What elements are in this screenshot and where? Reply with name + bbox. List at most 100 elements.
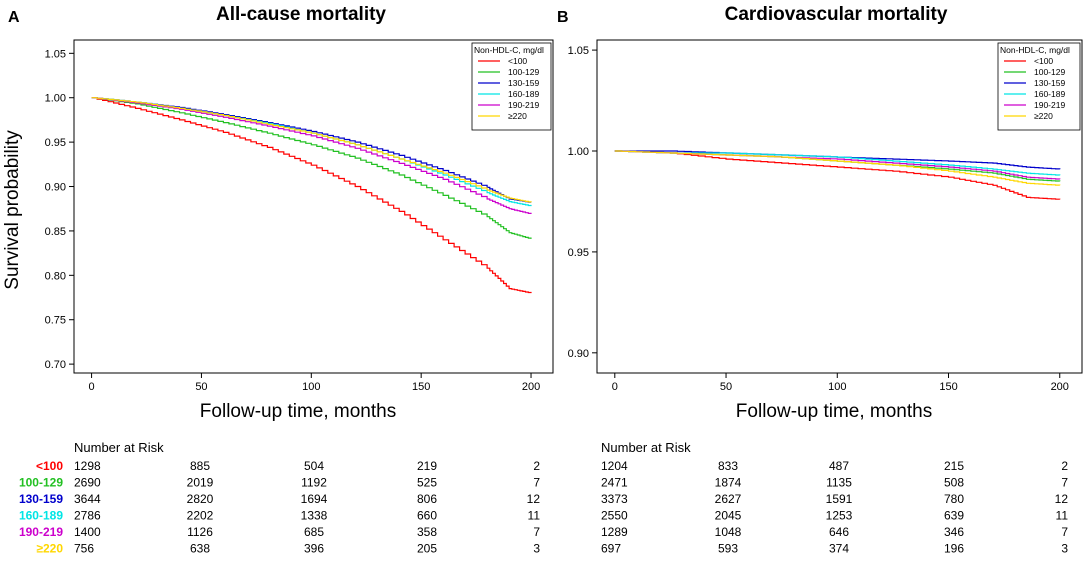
panel-a-x-axis-label: Follow-up time, months: [200, 401, 396, 422]
risk-cell: 833: [718, 459, 738, 473]
risk-cell: 504: [304, 459, 324, 473]
panel-a-x-tick-label: 50: [195, 381, 207, 393]
risk-table-b: Number at Risk 1204 833 487 215 2 2471 1874 113…: [601, 440, 1068, 556]
risk-cell: 1400: [74, 525, 101, 539]
risk-cell: 1204: [601, 459, 628, 473]
panel-a-legend-label: 100-129: [508, 67, 539, 77]
risk-cell: 358: [417, 525, 437, 539]
risk-group-label: 100-129: [19, 476, 63, 490]
panel-a-axes: 0 50 100 150 200 0.70 0.75 0.80 0.85 0.90 0.95 1.00…: [45, 48, 541, 393]
panel-b-x-tick-label: 0: [612, 381, 618, 393]
panel-b: B Cardiovascular mortality Follow-up tim…: [557, 4, 1083, 422]
panel-a-legend-label: 160-189: [508, 89, 539, 99]
risk-cell: 2820: [187, 492, 214, 506]
risk-cell: 2627: [715, 492, 742, 506]
risk-cell: 2690: [74, 476, 101, 490]
risk-cell: 660: [417, 509, 437, 523]
risk-cell: 525: [417, 476, 437, 490]
risk-cell: 196: [944, 542, 964, 556]
risk-cell: 11: [528, 509, 541, 523]
panel-a-y-tick-label: 0.85: [45, 226, 66, 238]
panel-a-letter: A: [8, 9, 20, 26]
risk-cell: 1338: [301, 509, 328, 523]
panel-a-x-tick-label: 200: [522, 381, 540, 393]
risk-cell: 508: [944, 476, 964, 490]
risk-cell: 2786: [74, 509, 101, 523]
risk-cell: 756: [74, 542, 94, 556]
risk-cell: 12: [1055, 492, 1069, 506]
panel-b-x-axis-label: Follow-up time, months: [736, 401, 932, 422]
risk-cell: 646: [829, 525, 849, 539]
risk-cell: 2045: [715, 509, 742, 523]
risk-cell: 346: [944, 525, 964, 539]
panel-b-x-tick-label: 50: [720, 381, 732, 393]
panel-b-y-tick-label: 0.90: [568, 348, 589, 360]
risk-cell: 1289: [601, 525, 628, 539]
panel-a-legend-label: <100: [508, 56, 527, 66]
panel-b-plot-frame: [596, 39, 1083, 374]
risk-cell: 7: [533, 525, 540, 539]
risk-cell: 639: [944, 509, 964, 523]
panel-a-series-line-1: [91, 97, 532, 294]
risk-group-label: ≥220: [36, 542, 63, 556]
risk-cell: 487: [829, 459, 849, 473]
risk-cell: 215: [944, 459, 964, 473]
panel-b-legend-label: 130-159: [1034, 78, 1065, 88]
panel-b-letter: B: [557, 9, 569, 26]
risk-group-label: <100: [36, 459, 63, 473]
panel-b-legend-label: ≥220: [1034, 111, 1053, 121]
panel-b-y-tick-label: 1.00: [568, 146, 589, 158]
risk-cell: 2: [1061, 459, 1068, 473]
panel-a-y-tick-label: 0.75: [45, 315, 66, 327]
panel-b-y-tick-label: 0.95: [568, 247, 589, 259]
panel-a-y-axis-label: Survival probability: [2, 130, 23, 290]
risk-cell: 374: [829, 542, 849, 556]
panel-a-legend-label: 130-159: [508, 78, 539, 88]
risk-cell: 1591: [826, 492, 853, 506]
panel-b-legend-title: Non-HDL-C, mg/dl: [1000, 45, 1070, 55]
panel-a-series-line-6: [91, 97, 532, 203]
risk-cell: 638: [190, 542, 210, 556]
panel-a-plot-frame: [73, 39, 554, 374]
panel-a-title: All-cause mortality: [216, 4, 386, 25]
panel-b-legend-label: <100: [1034, 56, 1053, 66]
risk-cell: 1874: [715, 476, 742, 490]
panel-a-legend-label: 190-219: [508, 100, 539, 110]
panel-a-y-tick-label: 0.80: [45, 270, 66, 282]
risk-cell: 3373: [601, 492, 628, 506]
risk-group-label: 130-159: [19, 492, 63, 506]
panel-a-legend: Non-HDL-C, mg/dl <100100-129130-159160-1…: [471, 42, 552, 131]
panel-a-y-tick-label: 0.95: [45, 137, 66, 149]
risk-cell: 2019: [187, 476, 214, 490]
panel-b-y-tick-label: 1.05: [568, 45, 589, 57]
risk-cell: 2471: [601, 476, 628, 490]
risk-cell: 219: [417, 459, 437, 473]
risk-cell: 2550: [601, 509, 628, 523]
panel-a-series-line-2: [91, 97, 532, 239]
risk-cell: 697: [601, 542, 621, 556]
panel-a-series: [91, 97, 532, 294]
risk-cell: 7: [1061, 525, 1068, 539]
risk-cell: 593: [718, 542, 738, 556]
panel-b-axes: 0 50 100 150 200 0.90 0.95 1.00 1.05: [568, 45, 1069, 393]
risk-cell: 2202: [187, 509, 214, 523]
panel-b-x-tick-label: 150: [939, 381, 957, 393]
panel-a-legend-label: ≥220: [508, 111, 527, 121]
risk-table-b-header: Number at Risk: [601, 440, 691, 455]
panel-b-x-tick-label: 100: [828, 381, 846, 393]
risk-cell: 885: [190, 459, 210, 473]
panel-a-x-tick-label: 0: [89, 381, 95, 393]
panel-b-series-line-1: [614, 150, 1061, 200]
risk-cell: 205: [417, 542, 437, 556]
risk-cell: 1135: [826, 476, 852, 490]
risk-table-a-header: Number at Risk: [74, 440, 164, 455]
risk-cell: 1048: [715, 525, 742, 539]
panel-b-legend-label: 160-189: [1034, 89, 1065, 99]
risk-table-a: Number at Risk <100 1298 885 504 219 2 100-129…: [19, 440, 540, 556]
panel-a-y-tick-label: 1.00: [45, 93, 66, 105]
panel-a-y-tick-label: 1.05: [45, 48, 66, 60]
risk-cell: 2: [533, 459, 540, 473]
panel-b-series-line-5: [614, 150, 1061, 180]
risk-cell: 7: [533, 476, 540, 490]
risk-cell: 806: [417, 492, 437, 506]
